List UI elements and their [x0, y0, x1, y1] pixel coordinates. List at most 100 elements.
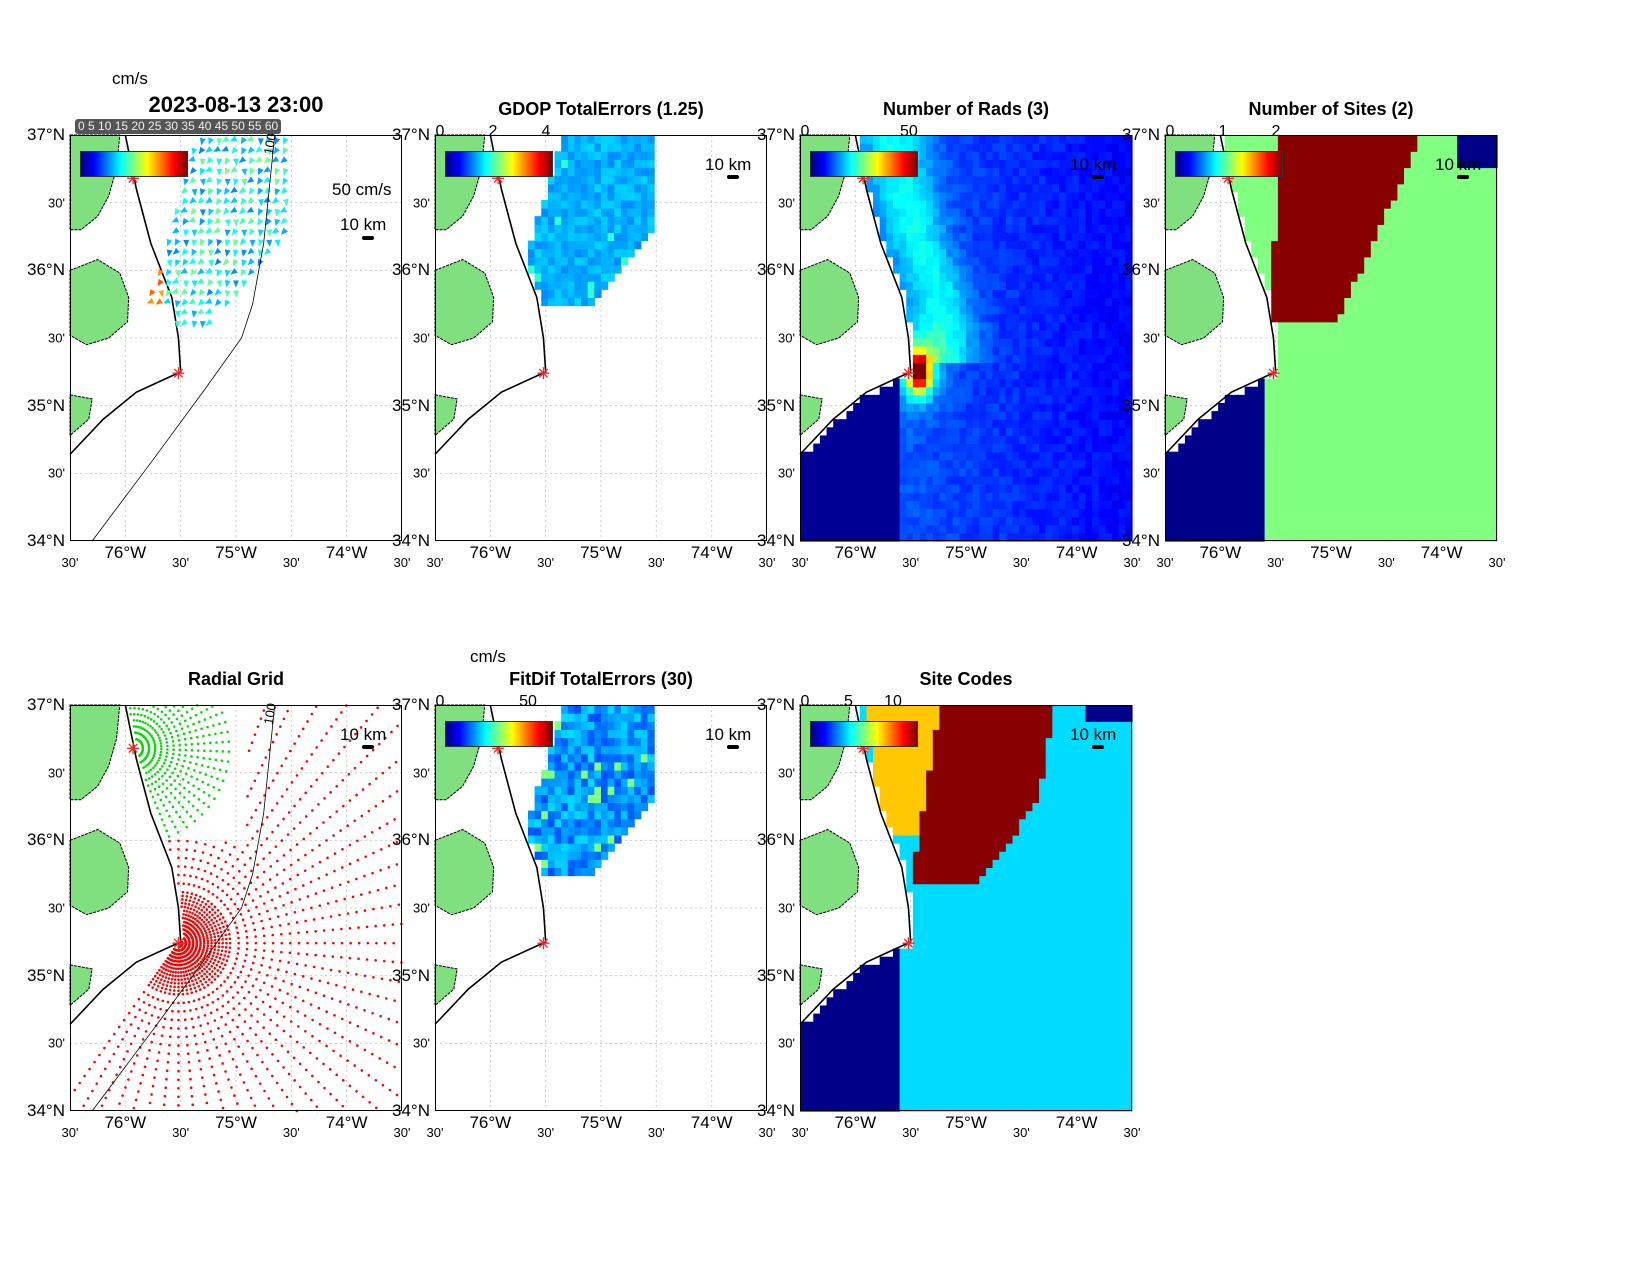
grid-cell — [1277, 492, 1286, 501]
grid-cell — [1437, 240, 1445, 250]
grid-cell — [939, 524, 947, 534]
grid-cell — [1271, 386, 1279, 396]
grid-cell — [1390, 386, 1398, 396]
grid-cell — [581, 281, 589, 290]
grid-cell — [1357, 224, 1365, 234]
grid-cell — [873, 427, 881, 437]
grid-cell — [1311, 459, 1319, 469]
grid-cell — [1045, 532, 1053, 542]
grid-cell — [959, 216, 967, 225]
grid-cell — [912, 516, 921, 526]
grid-cell — [999, 329, 1007, 339]
grid-cell — [1423, 386, 1432, 396]
grid-cell — [1025, 264, 1033, 274]
grid-cell — [952, 459, 960, 469]
grid-cell — [1344, 273, 1352, 282]
grid-cell — [1483, 419, 1491, 428]
grid-cell — [1065, 346, 1073, 355]
grid-cell — [1463, 419, 1472, 428]
grid-cell — [926, 451, 934, 461]
grid-cell — [966, 329, 974, 339]
grid-cell — [1065, 256, 1073, 266]
grid-cell — [1012, 313, 1020, 323]
grid-cell — [892, 232, 901, 242]
grid-cell — [1370, 459, 1379, 469]
grid-cell — [1204, 435, 1213, 445]
grid-cell — [1397, 467, 1405, 477]
grid-cell — [1065, 281, 1073, 290]
current-vector-arrow — [230, 186, 238, 194]
grid-cell — [932, 191, 941, 201]
grid-cell — [1224, 484, 1232, 493]
grid-cell — [959, 183, 967, 193]
grid-cell — [1377, 297, 1385, 307]
grid-cell — [1437, 484, 1445, 493]
grid-cell — [1470, 159, 1478, 169]
grid-cell — [614, 159, 622, 169]
grid-cell — [1344, 508, 1352, 518]
grid-cell — [1291, 346, 1299, 355]
grid-cell — [1105, 451, 1113, 461]
grid-cell — [1105, 191, 1113, 201]
grid-cell — [912, 476, 921, 485]
grid-cell — [839, 484, 848, 493]
grid-cell — [899, 232, 907, 242]
grid-cell — [1457, 354, 1465, 363]
grid-cell — [547, 208, 556, 217]
grid-cell — [1257, 378, 1266, 388]
grid-cell — [1410, 492, 1418, 501]
grid-cell — [1098, 354, 1107, 363]
grid-cell — [833, 427, 841, 437]
grid-cell — [1384, 297, 1392, 307]
grid-cell — [561, 191, 569, 201]
grid-cell — [1317, 208, 1325, 217]
grid-cell — [1364, 273, 1372, 282]
grid-cell — [1377, 516, 1385, 526]
grid-cell — [1257, 143, 1266, 152]
grid-cell — [1483, 435, 1491, 445]
grid-cell — [1357, 321, 1365, 331]
grid-cell — [1231, 135, 1239, 144]
grid-cell — [581, 264, 589, 274]
grid-cell — [886, 459, 894, 469]
grid-cell — [906, 256, 914, 266]
grid-cell — [1085, 191, 1093, 201]
grid-cell — [979, 321, 987, 331]
grid-cell — [859, 476, 867, 485]
radial-grid-point-north — [162, 761, 166, 765]
grid-cell — [1052, 216, 1060, 225]
grid-cell — [1125, 524, 1133, 534]
grid-cell — [1058, 175, 1067, 185]
grid-cell — [806, 459, 814, 469]
grid-cell — [1045, 224, 1053, 234]
grid-cell — [919, 411, 927, 420]
grid-cell — [886, 532, 894, 542]
grid-cell — [1437, 411, 1445, 420]
grid-cell — [1191, 476, 1199, 485]
grid-cell — [1012, 386, 1020, 396]
grid-cell — [1490, 451, 1498, 461]
grid-cell — [1337, 183, 1345, 193]
grid-cell — [892, 508, 901, 518]
grid-cell — [1264, 175, 1272, 185]
grid-cell — [972, 208, 980, 217]
grid-cell — [1032, 208, 1040, 217]
grid-cell — [972, 175, 980, 185]
grid-cell — [1058, 313, 1067, 323]
grid-cell — [1450, 532, 1458, 542]
radial-grid-point-north — [153, 752, 156, 755]
current-vector-arrow — [166, 279, 173, 287]
grid-cell — [1085, 321, 1093, 331]
current-vector-arrow — [182, 217, 189, 226]
grid-cell — [992, 191, 1000, 201]
grid-cell — [1291, 175, 1299, 185]
grid-cell — [1483, 256, 1491, 266]
grid-cell — [926, 476, 934, 485]
grid-cell — [1284, 467, 1292, 477]
grid-cell — [806, 484, 814, 493]
grid-cell — [1291, 167, 1299, 177]
grid-cell — [939, 394, 947, 404]
grid-cell — [574, 248, 582, 258]
grid-cell — [1204, 419, 1213, 428]
grid-cell — [952, 224, 960, 234]
